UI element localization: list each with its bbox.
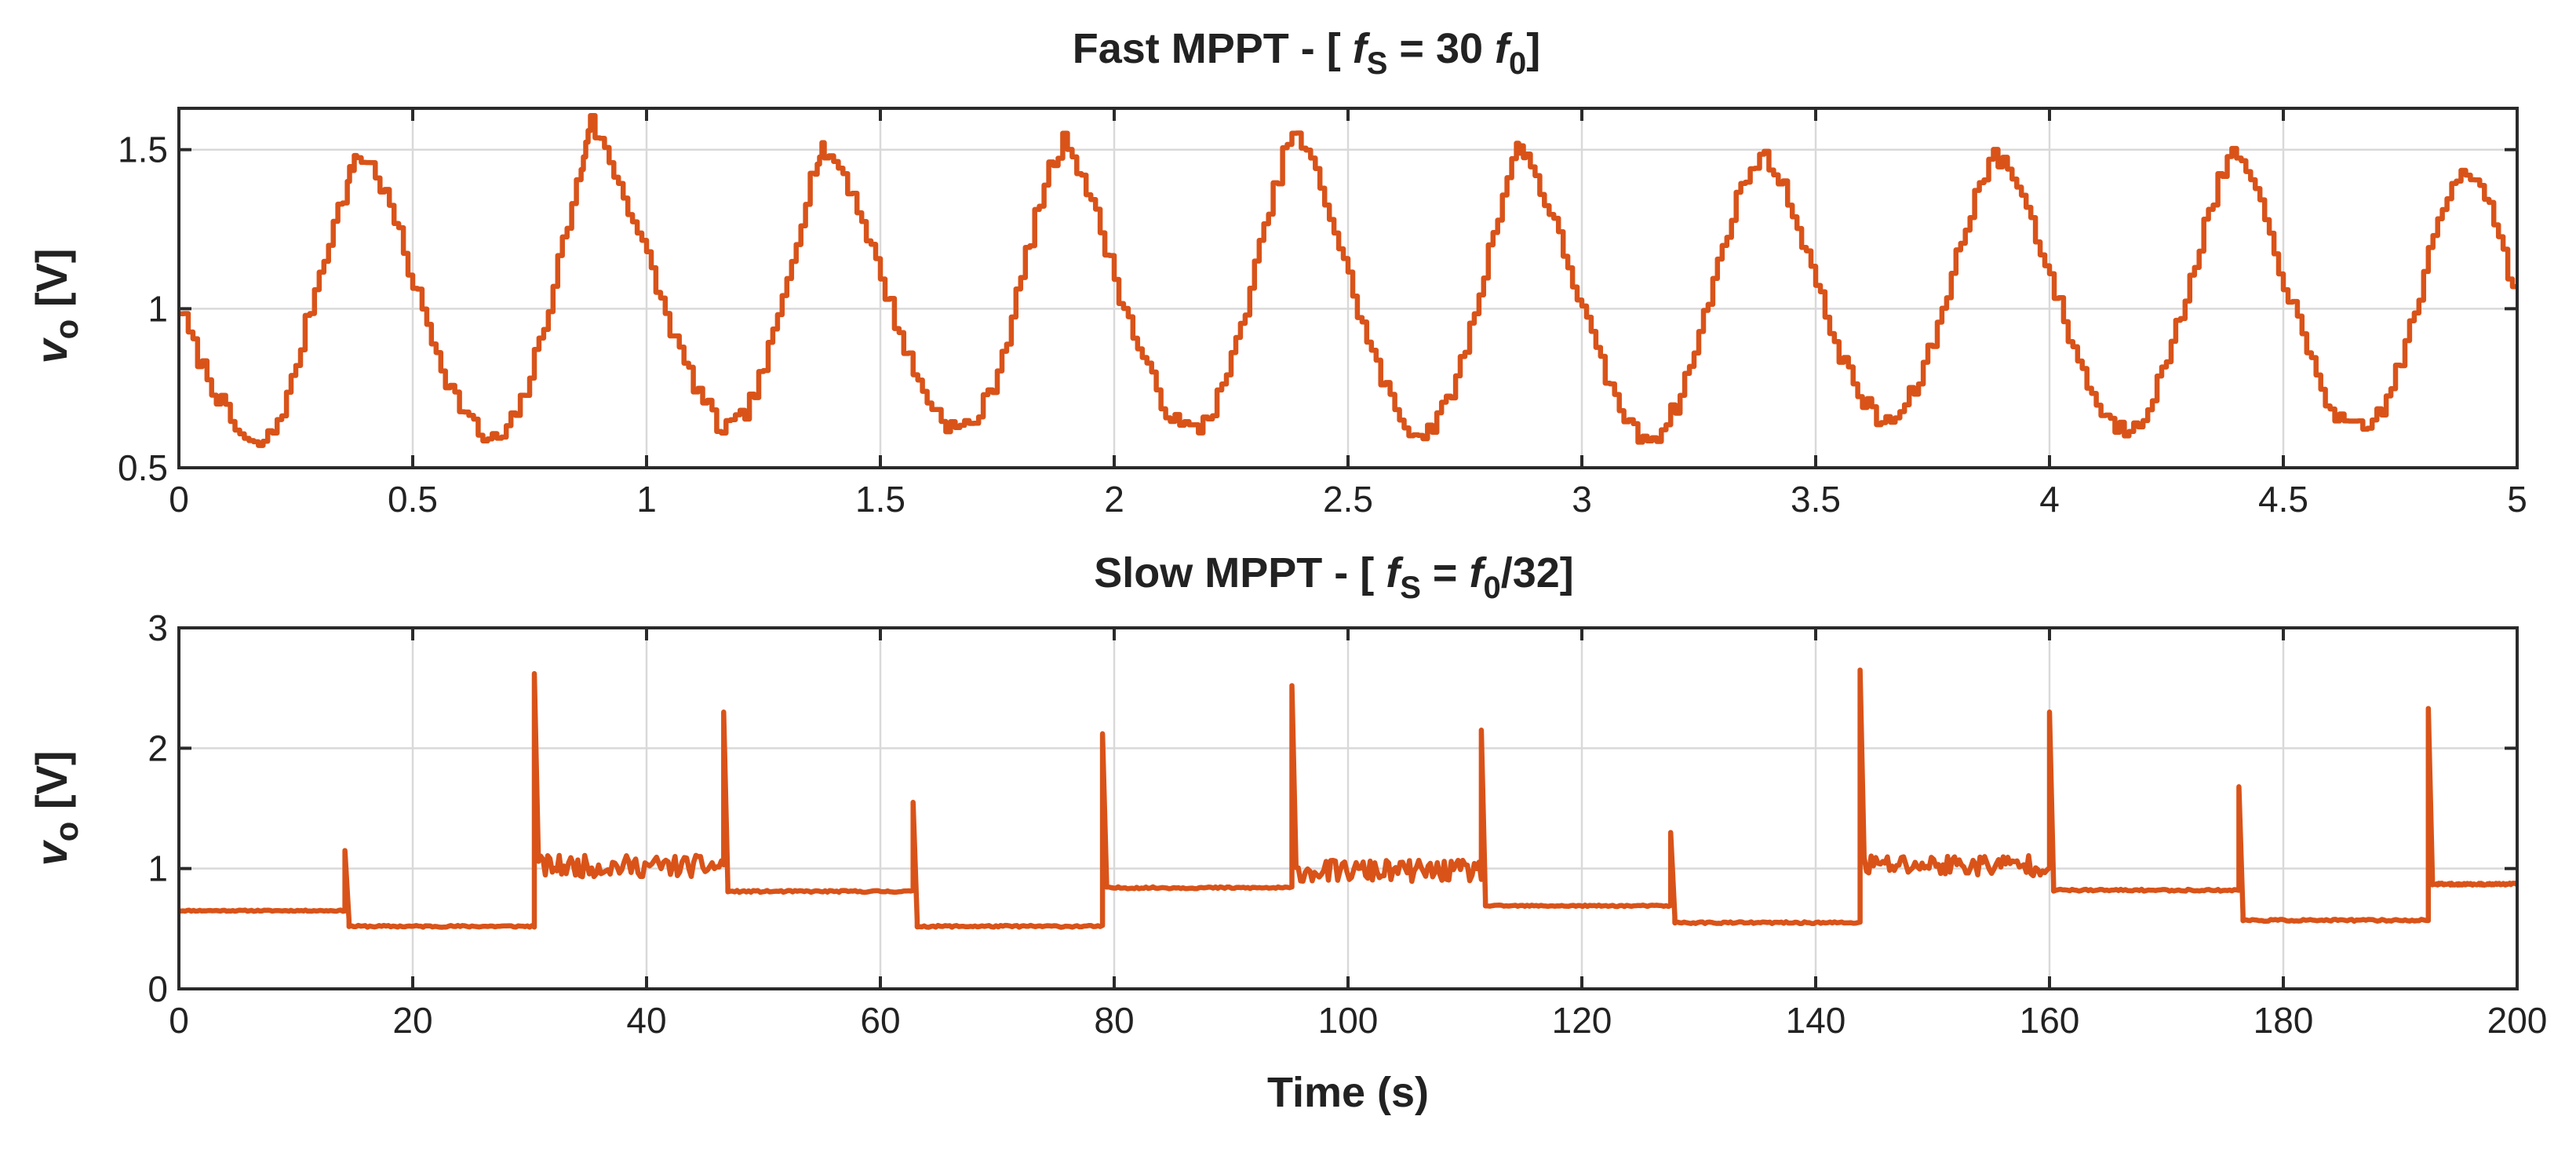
y-tick-label: 1 <box>148 848 168 889</box>
x-tick-label: 3.5 <box>1791 479 1841 520</box>
x-tick-label: 180 <box>2254 1000 2314 1041</box>
x-tick-label: 5 <box>2507 479 2527 520</box>
fast-mppt-plot: Fast MPPT - [ fS = 30 f0] 0 0.5 1 1.5 2 2.5 3 3… <box>27 25 2527 520</box>
slow-mppt-series-line <box>178 667 2519 930</box>
x-tick-label: 0 <box>169 479 189 520</box>
x-tick-label: 200 <box>2487 1000 2548 1041</box>
fast-mppt-ticks: 0 0.5 1 1.5 2 2.5 3 3.5 4 4.5 50.511.5 <box>118 108 2527 520</box>
slow-mppt-title: Slow MPPT - [ fS = f0/32] <box>1094 549 1574 605</box>
x-tick-label: 4.5 <box>2258 479 2308 520</box>
x-tick-label: 40 <box>626 1000 666 1041</box>
slow-mppt-ticks: 0 20 40 60 80 100 120 140 160 180 200 0 1 2 3 <box>148 607 2547 1041</box>
slow-mppt-axes-frame <box>177 626 2519 990</box>
x-tick-label: 60 <box>860 1000 900 1041</box>
fast-mppt-series-line <box>179 112 2517 448</box>
x-tick-label: 4 <box>2039 479 2060 520</box>
x-tick-label: 20 <box>392 1000 432 1041</box>
x-tick-label: 3 <box>1572 479 1592 520</box>
slow-mppt-xlabel: Time (s) <box>1267 1069 1429 1116</box>
x-tick-label: 0 <box>169 1000 189 1041</box>
y-tick-label: 3 <box>148 607 168 648</box>
x-tick-label: 120 <box>1552 1000 1612 1041</box>
y-tick-label: 1.5 <box>118 129 168 170</box>
fast-mppt-title: Fast MPPT - [ fS = 30 f0] <box>1073 25 1541 81</box>
y-tick-label: 0.5 <box>118 447 168 488</box>
fast-mppt-grid <box>177 108 2519 469</box>
x-tick-label: 1.5 <box>855 479 905 520</box>
x-tick-label: 2 <box>1104 479 1124 520</box>
x-tick-label: 1 <box>636 479 657 520</box>
x-tick-label: 2.5 <box>1323 479 1373 520</box>
fast-mppt-ylabel: vo [V] <box>27 248 85 363</box>
slow-mppt-plot: Slow MPPT - [ fS = f0/32] 0 20 40 60 80 100 12… <box>27 549 2547 1116</box>
y-tick-label: 1 <box>148 288 168 329</box>
y-tick-label: 0 <box>148 968 168 1009</box>
x-tick-label: 160 <box>2020 1000 2080 1041</box>
x-tick-label: 140 <box>1786 1000 1846 1041</box>
x-tick-label: 100 <box>1318 1000 1379 1041</box>
fast-mppt-axes-frame <box>177 107 2519 469</box>
x-tick-label: 80 <box>1094 1000 1134 1041</box>
slow-mppt-ylabel: vo [V] <box>27 750 85 866</box>
x-tick-label: 0.5 <box>388 479 438 520</box>
y-tick-label: 2 <box>148 728 168 768</box>
slow-mppt-grid <box>177 626 2519 990</box>
